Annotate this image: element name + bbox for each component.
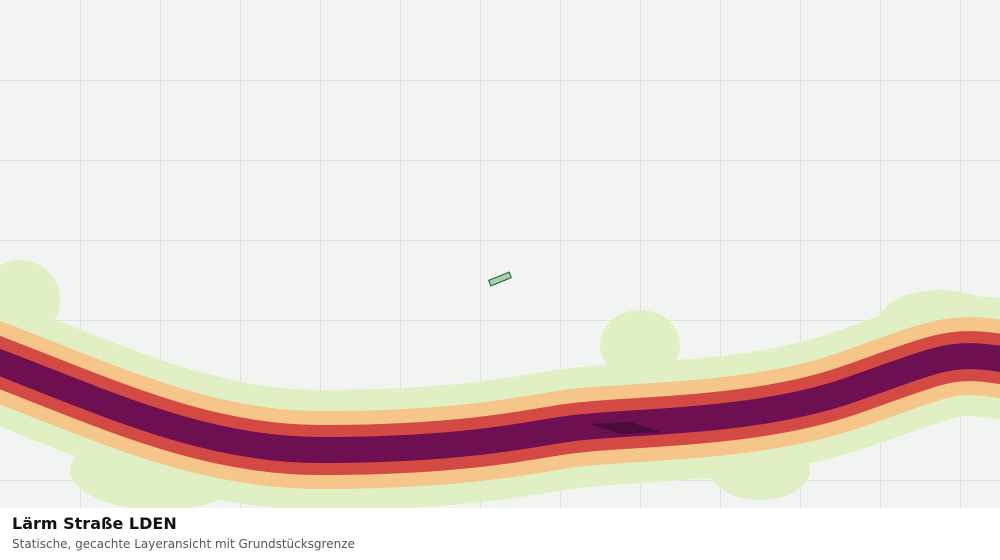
- caption-panel: Lärm Straße LDEN Statische, gecachte Lay…: [0, 508, 1000, 560]
- parcel-boundary: [488, 271, 512, 287]
- layer-subtitle: Statische, gecachte Layeransicht mit Gru…: [12, 537, 355, 551]
- noise-layer: [0, 260, 1000, 508]
- layer-title: Lärm Straße LDEN: [12, 514, 177, 533]
- map: [0, 0, 1000, 508]
